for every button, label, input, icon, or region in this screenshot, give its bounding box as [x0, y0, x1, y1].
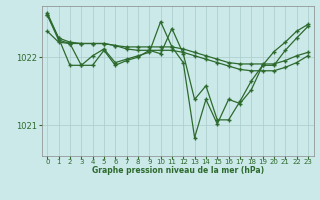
X-axis label: Graphe pression niveau de la mer (hPa): Graphe pression niveau de la mer (hPa) — [92, 166, 264, 175]
